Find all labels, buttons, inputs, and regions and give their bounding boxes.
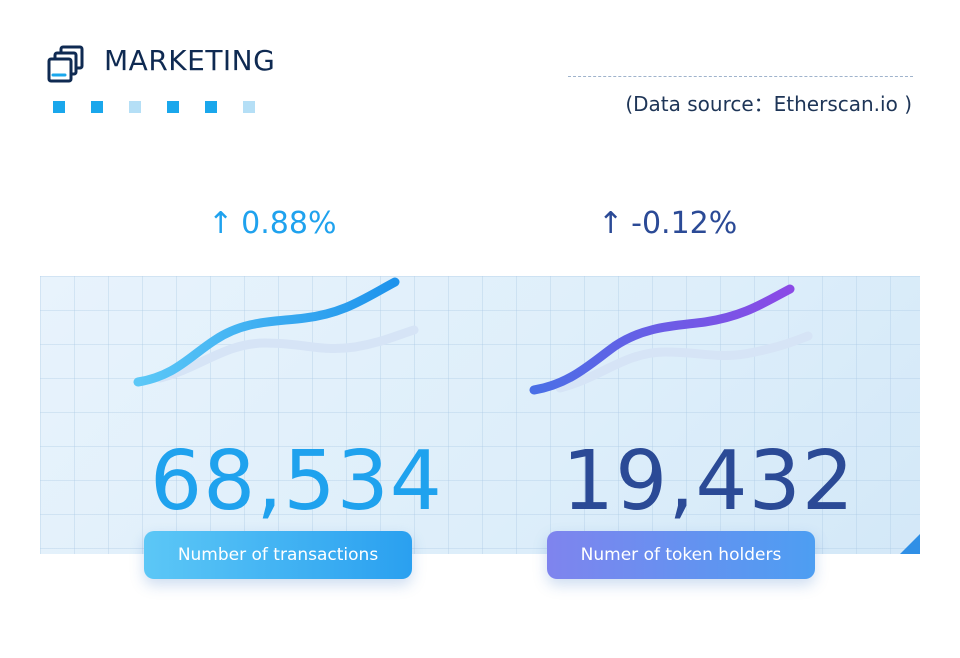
holders-label: Numer of token holders	[547, 531, 815, 579]
transactions-value: 68,534	[150, 434, 443, 529]
arrow-up-icon: ↑	[208, 206, 234, 241]
sparkline-transactions-shadow	[155, 325, 419, 383]
transactions-label: Number of transactions	[144, 531, 412, 579]
corner-triangle	[900, 534, 920, 554]
page-title: MARKETING	[104, 44, 276, 77]
dot	[53, 101, 65, 113]
sparkline-holders-shadow	[555, 331, 813, 393]
holders-change-value: -0.12%	[631, 206, 738, 241]
dot	[205, 101, 217, 113]
holders-change: ↑ -0.12%	[598, 206, 737, 241]
panel-grid	[40, 276, 920, 554]
stats-panel	[40, 276, 920, 554]
dot	[167, 101, 179, 113]
dot	[129, 101, 141, 113]
transactions-change: ↑ 0.88%	[208, 206, 336, 241]
holders-value: 19,432	[562, 434, 855, 529]
dot	[91, 101, 103, 113]
arrow-up-icon: ↑	[598, 206, 624, 241]
layers-icon	[47, 45, 84, 83]
sparkline-holders	[529, 284, 795, 395]
transactions-change-value: 0.88%	[241, 206, 337, 241]
sparkline-transactions	[133, 277, 400, 387]
data-source: (Data source：Etherscan.io )	[625, 92, 912, 116]
dot	[243, 101, 255, 113]
divider	[568, 76, 913, 77]
